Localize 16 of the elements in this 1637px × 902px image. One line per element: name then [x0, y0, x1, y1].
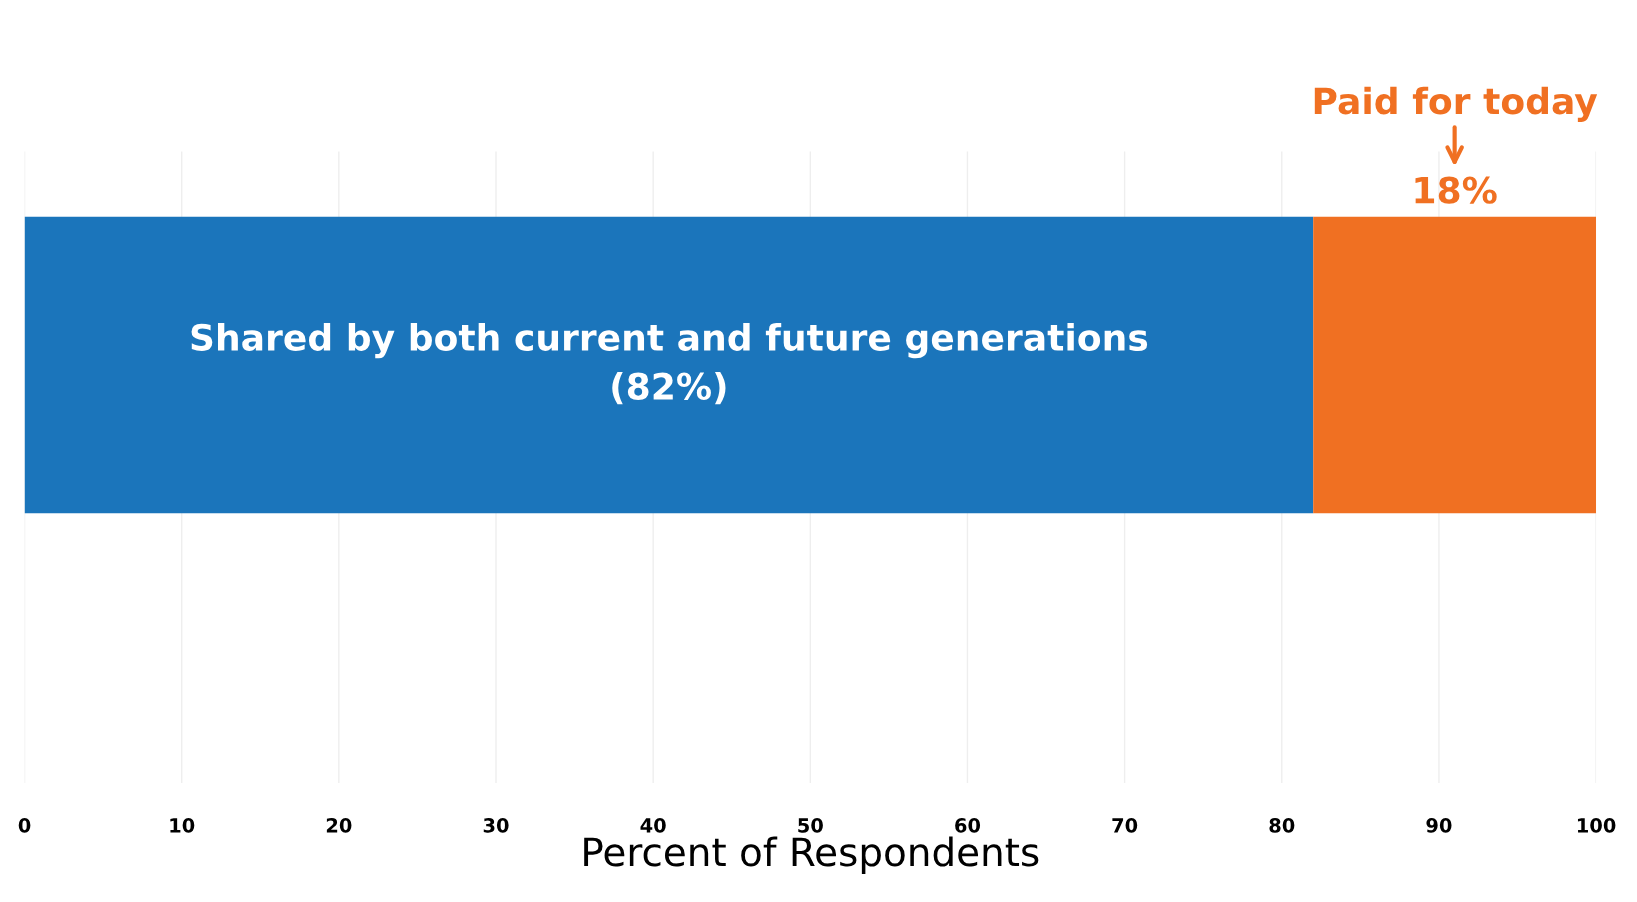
x-tick-label: 80 [1269, 818, 1295, 833]
text: Paid for today [1314, 86, 1598, 122]
x-axis-title: Percent of Respondents [584, 836, 1039, 875]
x-tick-label: 10 [170, 818, 195, 833]
series-label: Shared by both current and future generations [191, 323, 1148, 359]
x-tick-label: 100 [1577, 818, 1616, 833]
data-label: (82%) [612, 372, 726, 405]
x-tick-label: 20 [326, 818, 352, 833]
x-tick-label: 40 [640, 818, 666, 833]
x-tick-label: 0 [18, 818, 31, 833]
x-tick-label: 50 [798, 818, 823, 833]
data-label: 18% [1415, 176, 1497, 204]
x-tick-label: 30 [483, 818, 509, 833]
x-tick-label: 60 [955, 818, 981, 833]
x-tick-label: 90 [1426, 818, 1452, 833]
x-tick-label: 70 [1112, 818, 1138, 833]
